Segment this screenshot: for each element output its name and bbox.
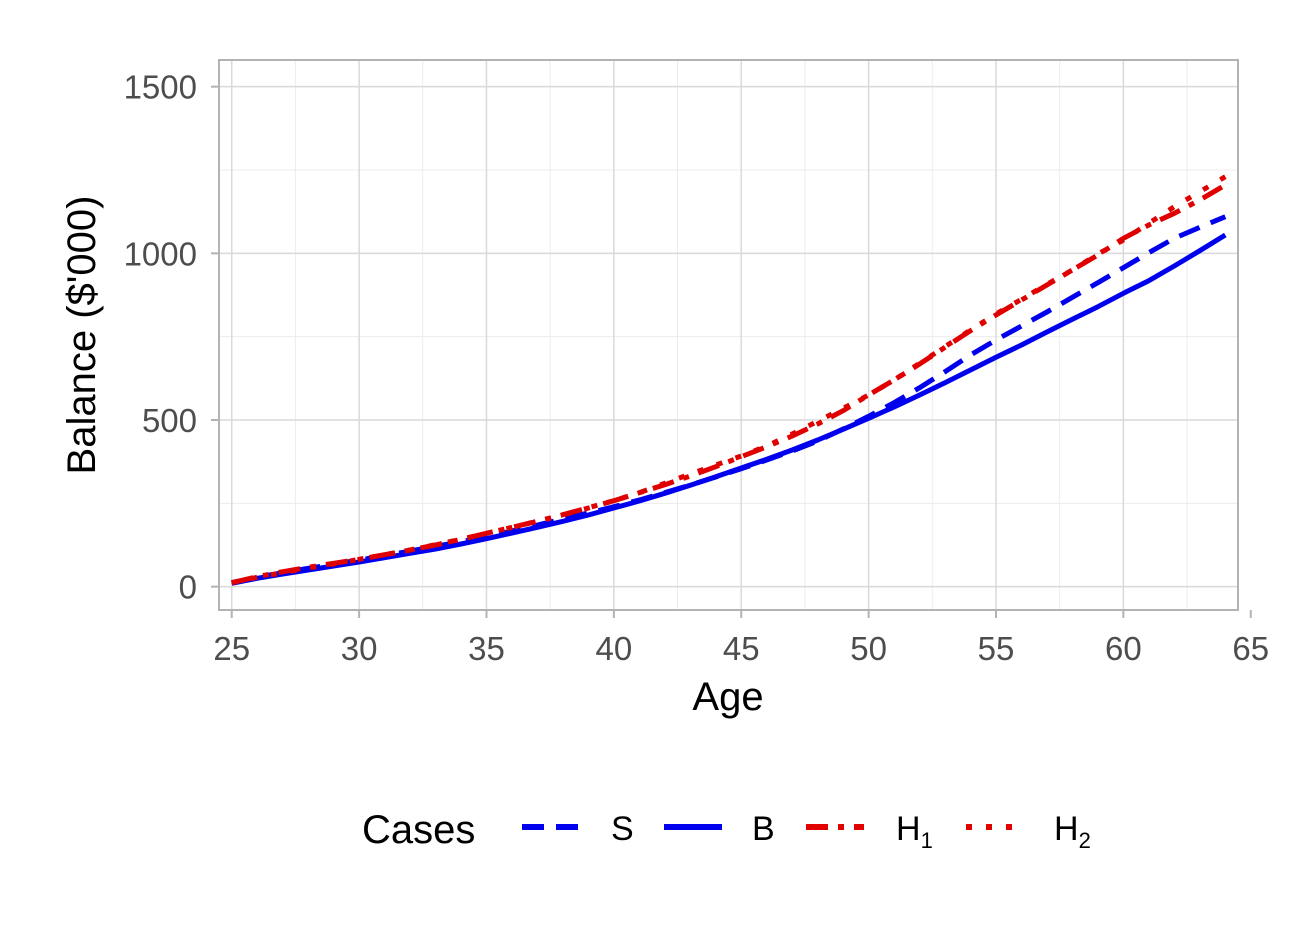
x-tick-label: 35 — [468, 630, 505, 667]
x-tick-label: 45 — [723, 630, 760, 667]
plot-panel-border — [218, 59, 1239, 611]
legend-label-S: S — [611, 810, 634, 848]
y-tick-label: 1000 — [124, 235, 197, 272]
axis-ticks: 25 30 35 40 45 50 55 60 65 0 500 1000 1500 — [124, 69, 1270, 667]
y-tick-label: 1500 — [124, 69, 197, 106]
y-axis-title: Balance ($'000) — [60, 196, 104, 475]
series-H1 — [231, 182, 1227, 586]
series-line-B — [231, 232, 1227, 586]
series-lines — [231, 174, 1227, 586]
x-tick-label: 60 — [1105, 630, 1142, 667]
y-tick-label: 0 — [179, 569, 197, 606]
series-line-S — [231, 214, 1227, 586]
legend-label-B: B — [752, 810, 775, 848]
x-axis-title: Age — [692, 675, 763, 719]
series-line-H2 — [231, 174, 1227, 586]
x-tick-label: 40 — [596, 630, 633, 667]
series-B — [231, 232, 1227, 586]
series-H2 — [231, 174, 1227, 586]
legend-title: Cases — [362, 808, 475, 852]
legend-label-H2: H2 — [1054, 810, 1091, 853]
x-tick-label: 65 — [1232, 630, 1269, 667]
x-tick-label: 50 — [850, 630, 887, 667]
x-tick-label: 25 — [213, 630, 250, 667]
series-line-H1 — [231, 182, 1227, 586]
x-tick-label: 30 — [341, 630, 378, 667]
x-tick-label: 55 — [978, 630, 1015, 667]
legend-label-H1: H1 — [896, 810, 933, 853]
y-tick-label: 500 — [142, 402, 197, 439]
grid — [219, 60, 1238, 610]
series-S — [231, 214, 1227, 586]
legend: Cases S B H1 H2 — [362, 808, 1091, 853]
